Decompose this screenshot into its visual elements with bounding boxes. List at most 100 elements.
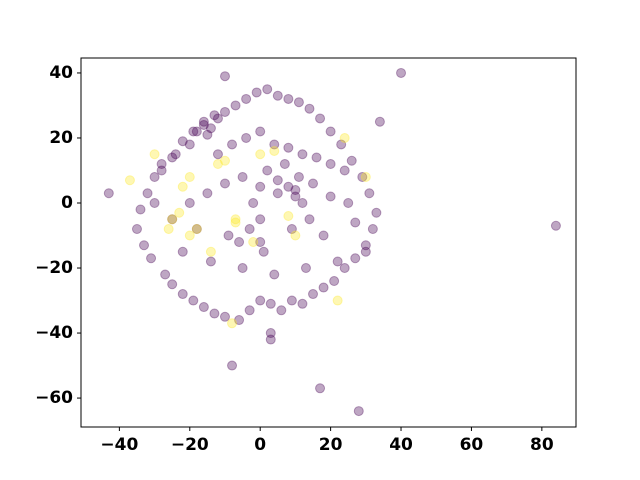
point [131, 224, 142, 235]
point [219, 155, 230, 166]
point [167, 214, 178, 225]
y-tick-label: 40 [49, 63, 73, 83]
point [283, 181, 294, 192]
point [244, 305, 255, 316]
point [205, 246, 216, 257]
point [276, 305, 287, 316]
point [255, 237, 266, 248]
point [339, 165, 350, 176]
point [163, 224, 174, 235]
point [251, 87, 262, 98]
point [367, 224, 378, 235]
point [269, 145, 280, 156]
point [300, 263, 311, 274]
point [272, 175, 283, 186]
y-tick-label: −20 [35, 258, 73, 278]
point [241, 93, 252, 104]
x-tick-label: 20 [319, 435, 343, 455]
point [184, 139, 195, 150]
point [262, 165, 273, 176]
point [167, 214, 178, 225]
point [212, 149, 223, 160]
point [329, 276, 340, 287]
point [265, 328, 276, 339]
point [308, 289, 319, 300]
point [219, 178, 230, 189]
point [241, 132, 252, 143]
x-tick-label: −40 [100, 435, 138, 455]
point [202, 129, 213, 140]
point [283, 142, 294, 153]
point [297, 149, 308, 160]
point [290, 184, 301, 195]
point [191, 224, 202, 235]
point [290, 191, 301, 202]
point [202, 188, 213, 199]
point [262, 84, 273, 95]
point [174, 207, 185, 218]
point [227, 360, 238, 371]
y-tick-label: 0 [61, 193, 73, 213]
point [149, 171, 160, 182]
point [350, 217, 361, 228]
point [167, 279, 178, 290]
point [219, 311, 230, 322]
point [290, 230, 301, 241]
point [269, 269, 280, 280]
point [364, 188, 375, 199]
point [142, 188, 153, 199]
point [332, 295, 343, 306]
point [177, 289, 188, 300]
point [255, 126, 266, 137]
point [325, 191, 336, 202]
point [234, 237, 245, 248]
point [283, 211, 294, 222]
point [315, 113, 326, 124]
point [339, 132, 350, 143]
point [360, 171, 371, 182]
point [304, 214, 315, 225]
point [234, 315, 245, 326]
point [269, 139, 280, 150]
point [188, 295, 199, 306]
point [191, 224, 202, 235]
point [255, 181, 266, 192]
point [205, 123, 216, 134]
point [170, 149, 181, 160]
point [248, 237, 259, 248]
point [255, 149, 266, 160]
point [103, 188, 114, 199]
x-tick-label: 60 [460, 435, 484, 455]
point [293, 97, 304, 108]
point [212, 113, 223, 124]
point [230, 217, 241, 228]
point [146, 253, 157, 264]
point [227, 139, 238, 150]
point [304, 103, 315, 114]
point [198, 119, 209, 130]
point [209, 110, 220, 121]
point [184, 230, 195, 241]
point [124, 175, 135, 186]
y-tick-label: 20 [49, 128, 73, 148]
point [350, 253, 361, 264]
point [135, 204, 146, 215]
point [198, 116, 209, 127]
y-tick-label: −40 [35, 323, 73, 343]
point [177, 181, 188, 192]
point [325, 158, 336, 169]
point [191, 126, 202, 137]
point [343, 197, 354, 208]
x-tick-label: 40 [389, 435, 413, 455]
point [188, 126, 199, 137]
point [315, 383, 326, 394]
point [167, 152, 178, 163]
point [293, 171, 304, 182]
point [230, 100, 241, 111]
point [318, 282, 329, 293]
point [265, 334, 276, 345]
point [286, 224, 297, 235]
point [265, 298, 276, 309]
point [325, 126, 336, 137]
point [156, 158, 167, 169]
